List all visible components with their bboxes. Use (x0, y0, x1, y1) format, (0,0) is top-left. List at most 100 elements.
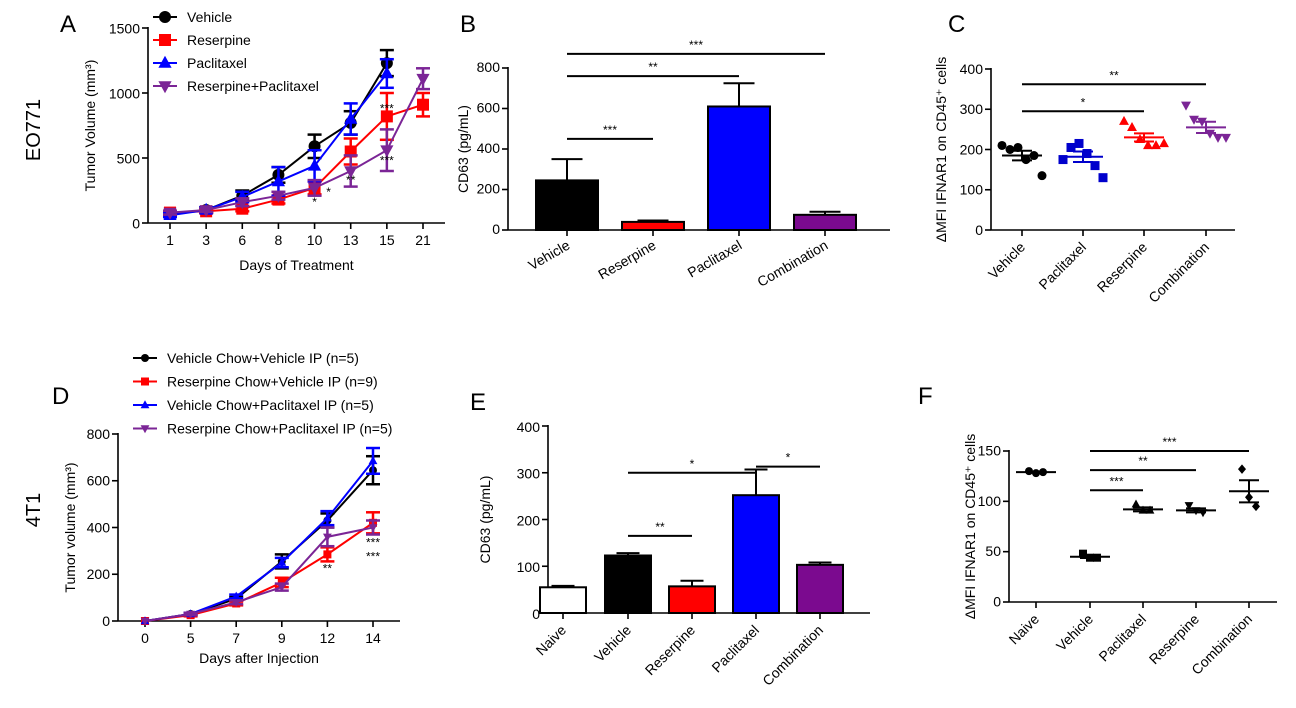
significance-label: * (1081, 95, 1086, 109)
data-point (307, 183, 322, 196)
y-tick-label: 150 (978, 443, 1002, 459)
x-axis-label: Days after Injection (199, 650, 319, 666)
significance-label: * (786, 451, 791, 465)
data-point (1131, 499, 1141, 508)
x-tick-label: Paclitaxel (708, 622, 762, 676)
y-tick-label: 0 (132, 215, 140, 231)
data-point (997, 140, 1007, 150)
significance-label: *** (1109, 474, 1123, 488)
y-tick-label: 100 (978, 493, 1002, 509)
significance-label: ** (1109, 68, 1119, 82)
legend-marker (141, 377, 149, 386)
data-point (1119, 115, 1129, 125)
panel-label-f: F (918, 383, 933, 410)
legend-label: Vehicle (187, 9, 232, 25)
x-tick-label: 21 (415, 232, 431, 248)
legend-marker (140, 400, 150, 409)
y-tick-label: 200 (477, 181, 501, 197)
x-tick-label: Reserpine (595, 237, 658, 283)
y-tick-label: 100 (960, 182, 984, 198)
panel-label-d: D (52, 383, 69, 410)
data-point (1090, 161, 1100, 171)
panel-label-c: C (948, 11, 965, 38)
y-tick-label: 800 (87, 426, 111, 442)
y-tick-label: 200 (87, 566, 111, 582)
data-point (1066, 142, 1076, 152)
legend-marker (158, 55, 172, 68)
series-line (144, 460, 374, 622)
data-point (1159, 138, 1169, 148)
data-point (416, 73, 430, 86)
y-tick-label: 50 (985, 543, 1001, 559)
y-axis-label: Tumor Volume (mm³) (82, 60, 98, 192)
x-axis-label: Days of Treatment (239, 257, 353, 273)
x-tick-label: Combination (759, 622, 826, 689)
significance-label: *** (1162, 435, 1176, 449)
data-point (271, 174, 286, 187)
panel-c: 0 100 200 300 400 Vehicle Paclitaxel ReserpineC… (933, 57, 1235, 306)
x-tick-label: 10 (307, 232, 323, 248)
x-tick-label: 5 (187, 630, 195, 646)
bar-naive (539, 586, 587, 614)
significance-label: ** (346, 173, 356, 187)
y-axis-label: ΔMFI IFNAR1 on CD45⁺ cells (933, 57, 949, 243)
legend-marker (159, 34, 171, 46)
series-line (144, 522, 374, 622)
y-tick-label: 600 (477, 100, 501, 116)
data-point (1098, 173, 1108, 183)
x-tick-label: Naive (532, 622, 569, 659)
bar-reserpine (668, 585, 716, 614)
data-point (1127, 121, 1137, 131)
panel-label-e: E (470, 389, 486, 416)
bar-combination (793, 213, 857, 231)
data-point (277, 583, 287, 592)
legend-label: Reserpine (187, 32, 251, 48)
bar-reserpine (621, 220, 685, 231)
panel-e: 0 100 200 300 400 Naive Vehicle Reserpine Paclit… (477, 419, 870, 689)
y-tick-label: 200 (517, 512, 541, 528)
row-label-eo771: EO771 (23, 99, 45, 161)
data-point (368, 456, 378, 465)
panel-f: 0 50 100 150 Naive Vehicle PaclitaxelReserpine… (962, 434, 1277, 678)
x-tick-label: Paclitaxel (1095, 611, 1149, 665)
x-tick-label: Combination (754, 237, 830, 290)
y-tick-label: 1000 (109, 85, 140, 101)
data-point (344, 111, 358, 124)
data-point (235, 197, 249, 210)
data-point (1213, 133, 1223, 143)
data-point (1184, 502, 1194, 511)
x-tick-label: 8 (275, 232, 283, 248)
data-point (199, 205, 213, 218)
data-point (417, 98, 429, 111)
significance-label: * (326, 185, 331, 199)
series-reserpine-chow-paclitaxel-ip-n-5- (140, 519, 380, 626)
data-point (271, 190, 286, 203)
bar-vehicle (535, 179, 599, 231)
bar-vehicle (604, 554, 652, 614)
data-point (1189, 115, 1199, 125)
data-point (368, 524, 378, 533)
data-point (1181, 101, 1191, 111)
y-axis-label: Tumor volume (mm³) (62, 462, 78, 592)
legend-label: Reserpine Chow+Paclitaxel IP (n=5) (167, 421, 392, 437)
series-reserpine-chow-vehicle-ip-n-9- (141, 511, 380, 625)
panel-label-b: B (460, 11, 476, 38)
y-tick-label: 1500 (109, 20, 140, 36)
bar-combination (796, 563, 844, 614)
data-point (1238, 464, 1246, 474)
x-tick-label: 1 (166, 232, 174, 248)
y-axis-label: CD63 (pg/mL) (455, 105, 471, 193)
series-vehicle-chow-paclitaxel-ip-n-5- (140, 446, 380, 625)
x-tick-label: Reserpine (1146, 611, 1203, 668)
x-tick-label: Naive (1005, 611, 1042, 648)
significance-label: *** (366, 536, 380, 550)
y-tick-label: 300 (517, 466, 541, 482)
y-tick-label: 0 (975, 222, 983, 238)
panel-d: 0 200 400 600 800 0 5 7 9 12 14 Tumor volume (mm³) D… (62, 350, 400, 666)
data-point (1005, 145, 1015, 154)
series-line (144, 526, 374, 622)
x-tick-label: Vehicle (591, 622, 634, 665)
y-tick-label: 0 (492, 221, 500, 237)
x-tick-label: Paclitaxel (685, 237, 745, 281)
